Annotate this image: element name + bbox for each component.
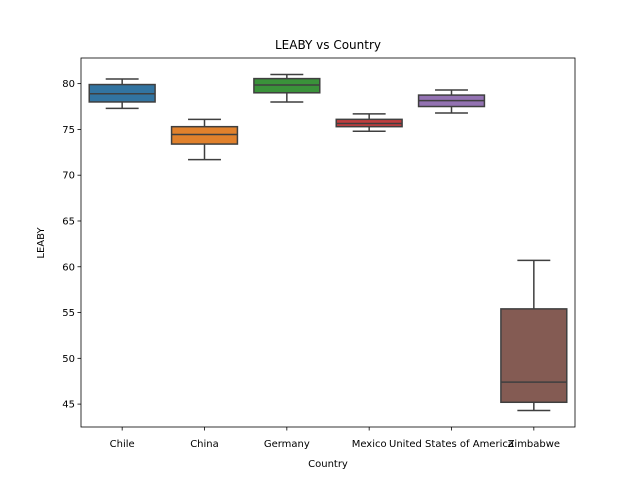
box-chile bbox=[88, 78, 156, 110]
x-axis-label: Country bbox=[308, 459, 348, 470]
y-tick-label: 70 bbox=[62, 171, 75, 182]
x-tick-label: Germany bbox=[264, 439, 310, 450]
plot-frame bbox=[80, 57, 576, 428]
x-tick-label: Chile bbox=[110, 439, 135, 450]
y-tick-label: 45 bbox=[62, 400, 75, 411]
x-axis: Chile China Germany Mexico United States of … bbox=[110, 427, 560, 450]
box-zimbabwe bbox=[500, 259, 568, 412]
iqr-box bbox=[500, 308, 568, 404]
y-tick-label: 60 bbox=[62, 262, 75, 273]
box-united-states-of-america bbox=[417, 89, 486, 114]
x-tick-label: United States of America bbox=[389, 439, 514, 450]
y-tick-label: 80 bbox=[62, 79, 75, 90]
box-china bbox=[170, 118, 239, 161]
y-axis-label: LEABY bbox=[36, 227, 47, 259]
y-tick-label: 55 bbox=[62, 308, 75, 319]
x-tick-label: China bbox=[190, 439, 219, 450]
x-tick-label: Zimbabwe bbox=[508, 439, 561, 450]
box-germany bbox=[253, 73, 321, 103]
y-tick-label: 50 bbox=[62, 354, 75, 365]
iqr-box bbox=[170, 125, 239, 145]
y-tick-label: 65 bbox=[62, 216, 75, 227]
x-tick-label: Mexico bbox=[352, 439, 387, 450]
y-axis: 45 50 55 60 65 70 75 80 bbox=[62, 79, 81, 411]
y-tick-label: 75 bbox=[62, 125, 75, 136]
box-mexico bbox=[335, 113, 403, 133]
plot-area bbox=[88, 73, 568, 412]
chart-title: LEABY vs Country bbox=[275, 38, 381, 52]
